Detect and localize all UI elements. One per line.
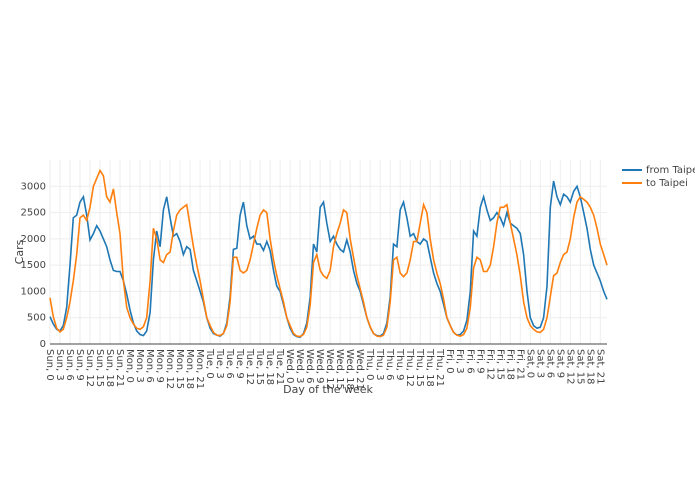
x-tick-label: Fri, 21 bbox=[514, 349, 525, 380]
x-tick-label: Tue, 6 bbox=[224, 348, 235, 379]
x-tick-label: Wed, 9 bbox=[314, 349, 325, 384]
y-tick-label: 2500 bbox=[21, 208, 46, 219]
x-tick-label: Thu, 21 bbox=[434, 348, 445, 387]
x-tick-label: Thu, 12 bbox=[404, 348, 415, 387]
x-tick-label: Fri, 6 bbox=[464, 349, 475, 374]
x-tick-label: Sat, 12 bbox=[564, 349, 575, 384]
x-tick-label: Wed, 3 bbox=[294, 349, 305, 384]
x-tick-label: Mon, 9 bbox=[154, 349, 165, 383]
x-tick-label: Sun, 6 bbox=[64, 349, 75, 381]
x-tick-label: Tue, 18 bbox=[264, 348, 275, 385]
y-tick-label: 0 bbox=[40, 339, 46, 350]
x-tick-label: Mon, 12 bbox=[164, 349, 175, 389]
x-tick-label: Sat, 6 bbox=[544, 349, 555, 378]
x-tick-label: Fri, 3 bbox=[454, 349, 465, 374]
x-tick-label: Fri, 15 bbox=[494, 349, 505, 380]
legend-label: from Taipei bbox=[646, 165, 695, 176]
x-tick-label: Sat, 0 bbox=[524, 349, 535, 378]
x-tick-label: Thu, 3 bbox=[374, 348, 385, 381]
x-tick-label: Mon, 18 bbox=[184, 349, 195, 389]
x-tick-label: Thu, 6 bbox=[384, 348, 395, 381]
x-tick-label: Fri, 18 bbox=[504, 349, 515, 380]
x-tick-label: Tue, 0 bbox=[204, 348, 215, 379]
x-tick-label: Wed, 0 bbox=[284, 349, 295, 384]
x-tick-label: Wed, 21 bbox=[354, 349, 365, 390]
x-tick-label: Thu, 18 bbox=[424, 348, 435, 387]
x-tick-label: Sat, 18 bbox=[584, 349, 595, 384]
x-axis-title: Day of the week bbox=[283, 383, 373, 396]
x-tick-label: Fri, 0 bbox=[444, 349, 455, 374]
y-tick-label: 1500 bbox=[21, 260, 46, 271]
x-tick-label: Sun, 3 bbox=[54, 349, 65, 381]
x-tick-label: Wed, 6 bbox=[304, 349, 315, 384]
x-tick-label: Sun, 15 bbox=[94, 349, 105, 387]
y-tick-label: 500 bbox=[27, 313, 46, 324]
series-line bbox=[49, 180, 608, 339]
x-tick-label: Thu, 9 bbox=[394, 348, 405, 381]
x-tick-label: Thu, 0 bbox=[364, 348, 375, 381]
x-tick-label: Mon, 21 bbox=[194, 349, 205, 389]
x-tick-label: Sun, 18 bbox=[104, 349, 115, 387]
x-tick-label: Mon, 0 bbox=[124, 349, 135, 383]
x-tick-label: Sat, 9 bbox=[554, 349, 565, 378]
x-tick-label: Fri, 9 bbox=[474, 349, 485, 374]
y-tick-label: 2000 bbox=[21, 234, 46, 245]
series-line bbox=[49, 168, 608, 338]
x-tick-label: Wed, 12 bbox=[324, 349, 335, 390]
x-tick-label: Sat, 15 bbox=[574, 349, 585, 384]
x-tick-label: Tue, 3 bbox=[214, 348, 225, 379]
x-tick-label: Tue, 12 bbox=[244, 348, 255, 385]
y-tick-label: 3000 bbox=[21, 181, 46, 192]
x-tick-label: Sat, 21 bbox=[594, 349, 605, 384]
x-tick-label: Tue, 9 bbox=[234, 348, 245, 379]
x-tick-label: Fri, 12 bbox=[484, 349, 495, 380]
y-tick-label: 1000 bbox=[21, 286, 46, 297]
x-tick-label: Thu, 15 bbox=[414, 348, 425, 387]
y-axis-title: Cars bbox=[13, 239, 26, 264]
x-tick-label: Wed, 15 bbox=[334, 349, 345, 390]
x-tick-label: Tue, 15 bbox=[254, 348, 265, 385]
x-tick-label: Mon, 3 bbox=[134, 349, 145, 383]
x-tick-label: Sun, 12 bbox=[84, 349, 95, 387]
legend-label: to Taipei bbox=[646, 178, 688, 189]
x-tick-label: Sun, 0 bbox=[44, 349, 55, 381]
x-tick-label: Wed, 18 bbox=[344, 349, 355, 390]
x-tick-label: Sun, 9 bbox=[74, 349, 85, 381]
x-tick-label: Sun, 21 bbox=[114, 349, 125, 387]
x-tick-label: Mon, 15 bbox=[174, 349, 185, 389]
x-tick-label: Tue, 21 bbox=[274, 348, 285, 385]
x-tick-label: Mon, 6 bbox=[144, 349, 155, 383]
x-tick-label: Sat, 3 bbox=[534, 349, 545, 378]
